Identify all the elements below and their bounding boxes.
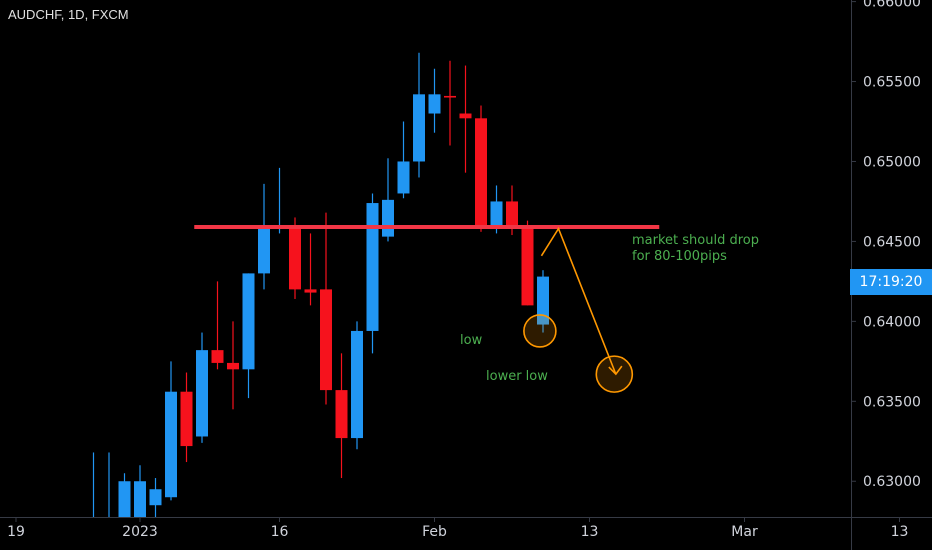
y-tick-label: 0.63500 [863, 394, 921, 410]
projection-arrow-path[interactable] [540, 226, 617, 375]
candle-body[interactable] [444, 95, 456, 98]
candle-body[interactable] [490, 201, 503, 229]
annotation-low-label[interactable]: low [460, 333, 483, 348]
y-tick-label: 0.64000 [863, 314, 921, 330]
candle-body[interactable] [320, 289, 332, 391]
candle-body[interactable] [366, 203, 379, 331]
y-tick-label: 0.65000 [863, 154, 921, 170]
candle-body[interactable] [351, 330, 363, 439]
candle-body[interactable] [134, 481, 146, 529]
candle-body[interactable] [397, 161, 410, 194]
candle-body[interactable] [196, 350, 208, 437]
candle-body[interactable] [382, 199, 394, 237]
annotation-note-line1: market should drop [632, 233, 759, 248]
y-tick-label: 0.63000 [863, 474, 921, 490]
x-tick-label: Mar [731, 524, 758, 540]
candle-body[interactable] [304, 289, 317, 293]
candle-body[interactable] [118, 481, 131, 529]
x-tick-label: 19 [7, 524, 25, 540]
candle-body[interactable] [103, 529, 115, 531]
candle-body[interactable] [165, 391, 177, 498]
lower-low-circle[interactable] [595, 355, 634, 393]
x-tick-label: 2023 [122, 524, 158, 540]
annotation-lower-low-label[interactable]: lower low [486, 369, 548, 384]
candle-body[interactable] [149, 489, 162, 506]
candle-body[interactable] [475, 118, 487, 229]
candle-body[interactable] [521, 227, 534, 306]
annotation-note-line2: for 80-100pips [632, 249, 727, 264]
y-tick-label: 0.66000 [863, 0, 921, 11]
candle-body[interactable] [289, 225, 301, 290]
candle-body[interactable] [335, 390, 348, 439]
low-circle[interactable] [523, 314, 557, 348]
candle-body[interactable] [227, 362, 239, 370]
x-tick-label: 13 [891, 524, 909, 540]
candle-body[interactable] [537, 276, 549, 325]
x-tick-label: 13 [581, 524, 599, 540]
y-tick-label: 0.64500 [863, 234, 921, 250]
y-tick-label: 0.65500 [863, 75, 921, 91]
candle-body[interactable] [242, 273, 255, 370]
candle-body[interactable] [211, 350, 224, 363]
x-tick-label: 16 [271, 524, 289, 540]
symbol-title[interactable]: AUDCHF, 1D, FXCM [8, 7, 129, 22]
candle-body[interactable] [459, 113, 472, 119]
annotation-note[interactable]: market should drop for 80-100pips [632, 233, 759, 265]
candle-body[interactable] [180, 391, 193, 447]
candle-body[interactable] [506, 201, 518, 228]
candle-body[interactable] [428, 94, 441, 114]
current-price-countdown-tag: 17:19:20 [850, 269, 932, 295]
candles-group [88, 52, 549, 531]
candle-body[interactable] [413, 94, 425, 162]
arrowhead-icon [608, 365, 623, 376]
candle-body[interactable] [88, 529, 100, 531]
candle-body[interactable] [258, 225, 270, 274]
x-tick-label: Feb [422, 524, 447, 540]
